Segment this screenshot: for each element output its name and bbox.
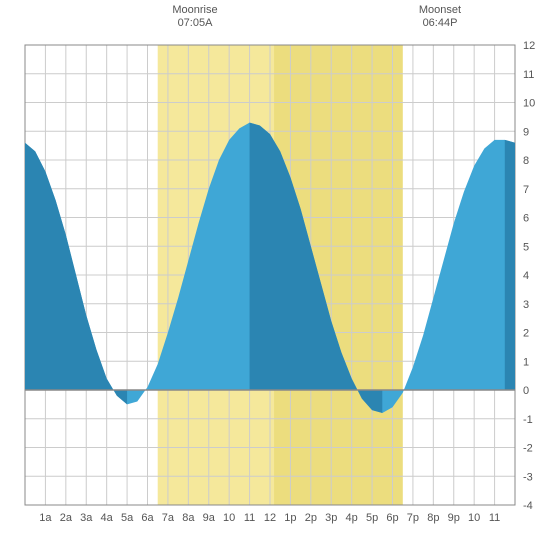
svg-text:10: 10 (223, 512, 235, 524)
svg-text:10: 10 (523, 98, 535, 110)
moonset-time: 06:44P (423, 17, 458, 29)
svg-text:7: 7 (523, 184, 529, 196)
svg-text:11: 11 (489, 512, 500, 524)
svg-text:11: 11 (244, 512, 255, 524)
svg-text:0: 0 (523, 385, 529, 397)
svg-text:3a: 3a (80, 512, 93, 524)
svg-text:6a: 6a (141, 512, 154, 524)
svg-text:-2: -2 (523, 443, 533, 455)
svg-text:1: 1 (523, 356, 529, 368)
svg-text:2: 2 (523, 328, 529, 340)
svg-text:4p: 4p (346, 512, 358, 524)
svg-text:8: 8 (523, 155, 529, 167)
svg-text:-4: -4 (523, 500, 533, 512)
svg-text:3: 3 (523, 299, 529, 311)
svg-text:6: 6 (523, 213, 529, 225)
svg-text:6p: 6p (386, 512, 398, 524)
svg-text:9: 9 (523, 126, 529, 138)
svg-text:5a: 5a (121, 512, 134, 524)
svg-text:11: 11 (523, 69, 534, 81)
moonrise-title: Moonrise (172, 4, 217, 16)
svg-text:5: 5 (523, 241, 529, 253)
svg-text:2p: 2p (305, 512, 317, 524)
svg-text:9p: 9p (448, 512, 460, 524)
svg-text:1a: 1a (39, 512, 52, 524)
moonset-label: Moonset 06:44P (400, 4, 480, 30)
moonrise-label: Moonrise 07:05A (155, 4, 235, 30)
svg-text:1p: 1p (284, 512, 296, 524)
moonrise-time: 07:05A (178, 17, 213, 29)
svg-text:8a: 8a (182, 512, 195, 524)
svg-text:2a: 2a (60, 512, 73, 524)
svg-text:12: 12 (264, 512, 276, 524)
svg-text:4: 4 (523, 270, 529, 282)
svg-text:3p: 3p (325, 512, 337, 524)
svg-text:4a: 4a (101, 512, 114, 524)
chart-svg: 1a2a3a4a5a6a7a8a9a1011121p2p3p4p5p6p7p8p… (0, 0, 550, 550)
svg-text:5p: 5p (366, 512, 378, 524)
svg-text:-1: -1 (523, 414, 533, 426)
tide-chart: Moonrise 07:05A Moonset 06:44P 1a 2a 3a 4a 5… (0, 0, 550, 550)
svg-text:7p: 7p (407, 512, 419, 524)
svg-text:12: 12 (523, 40, 535, 52)
svg-text:8p: 8p (427, 512, 439, 524)
svg-text:10: 10 (468, 512, 480, 524)
svg-text:-3: -3 (523, 471, 533, 483)
svg-text:7a: 7a (162, 512, 175, 524)
moonset-title: Moonset (419, 4, 461, 16)
svg-text:9a: 9a (203, 512, 216, 524)
